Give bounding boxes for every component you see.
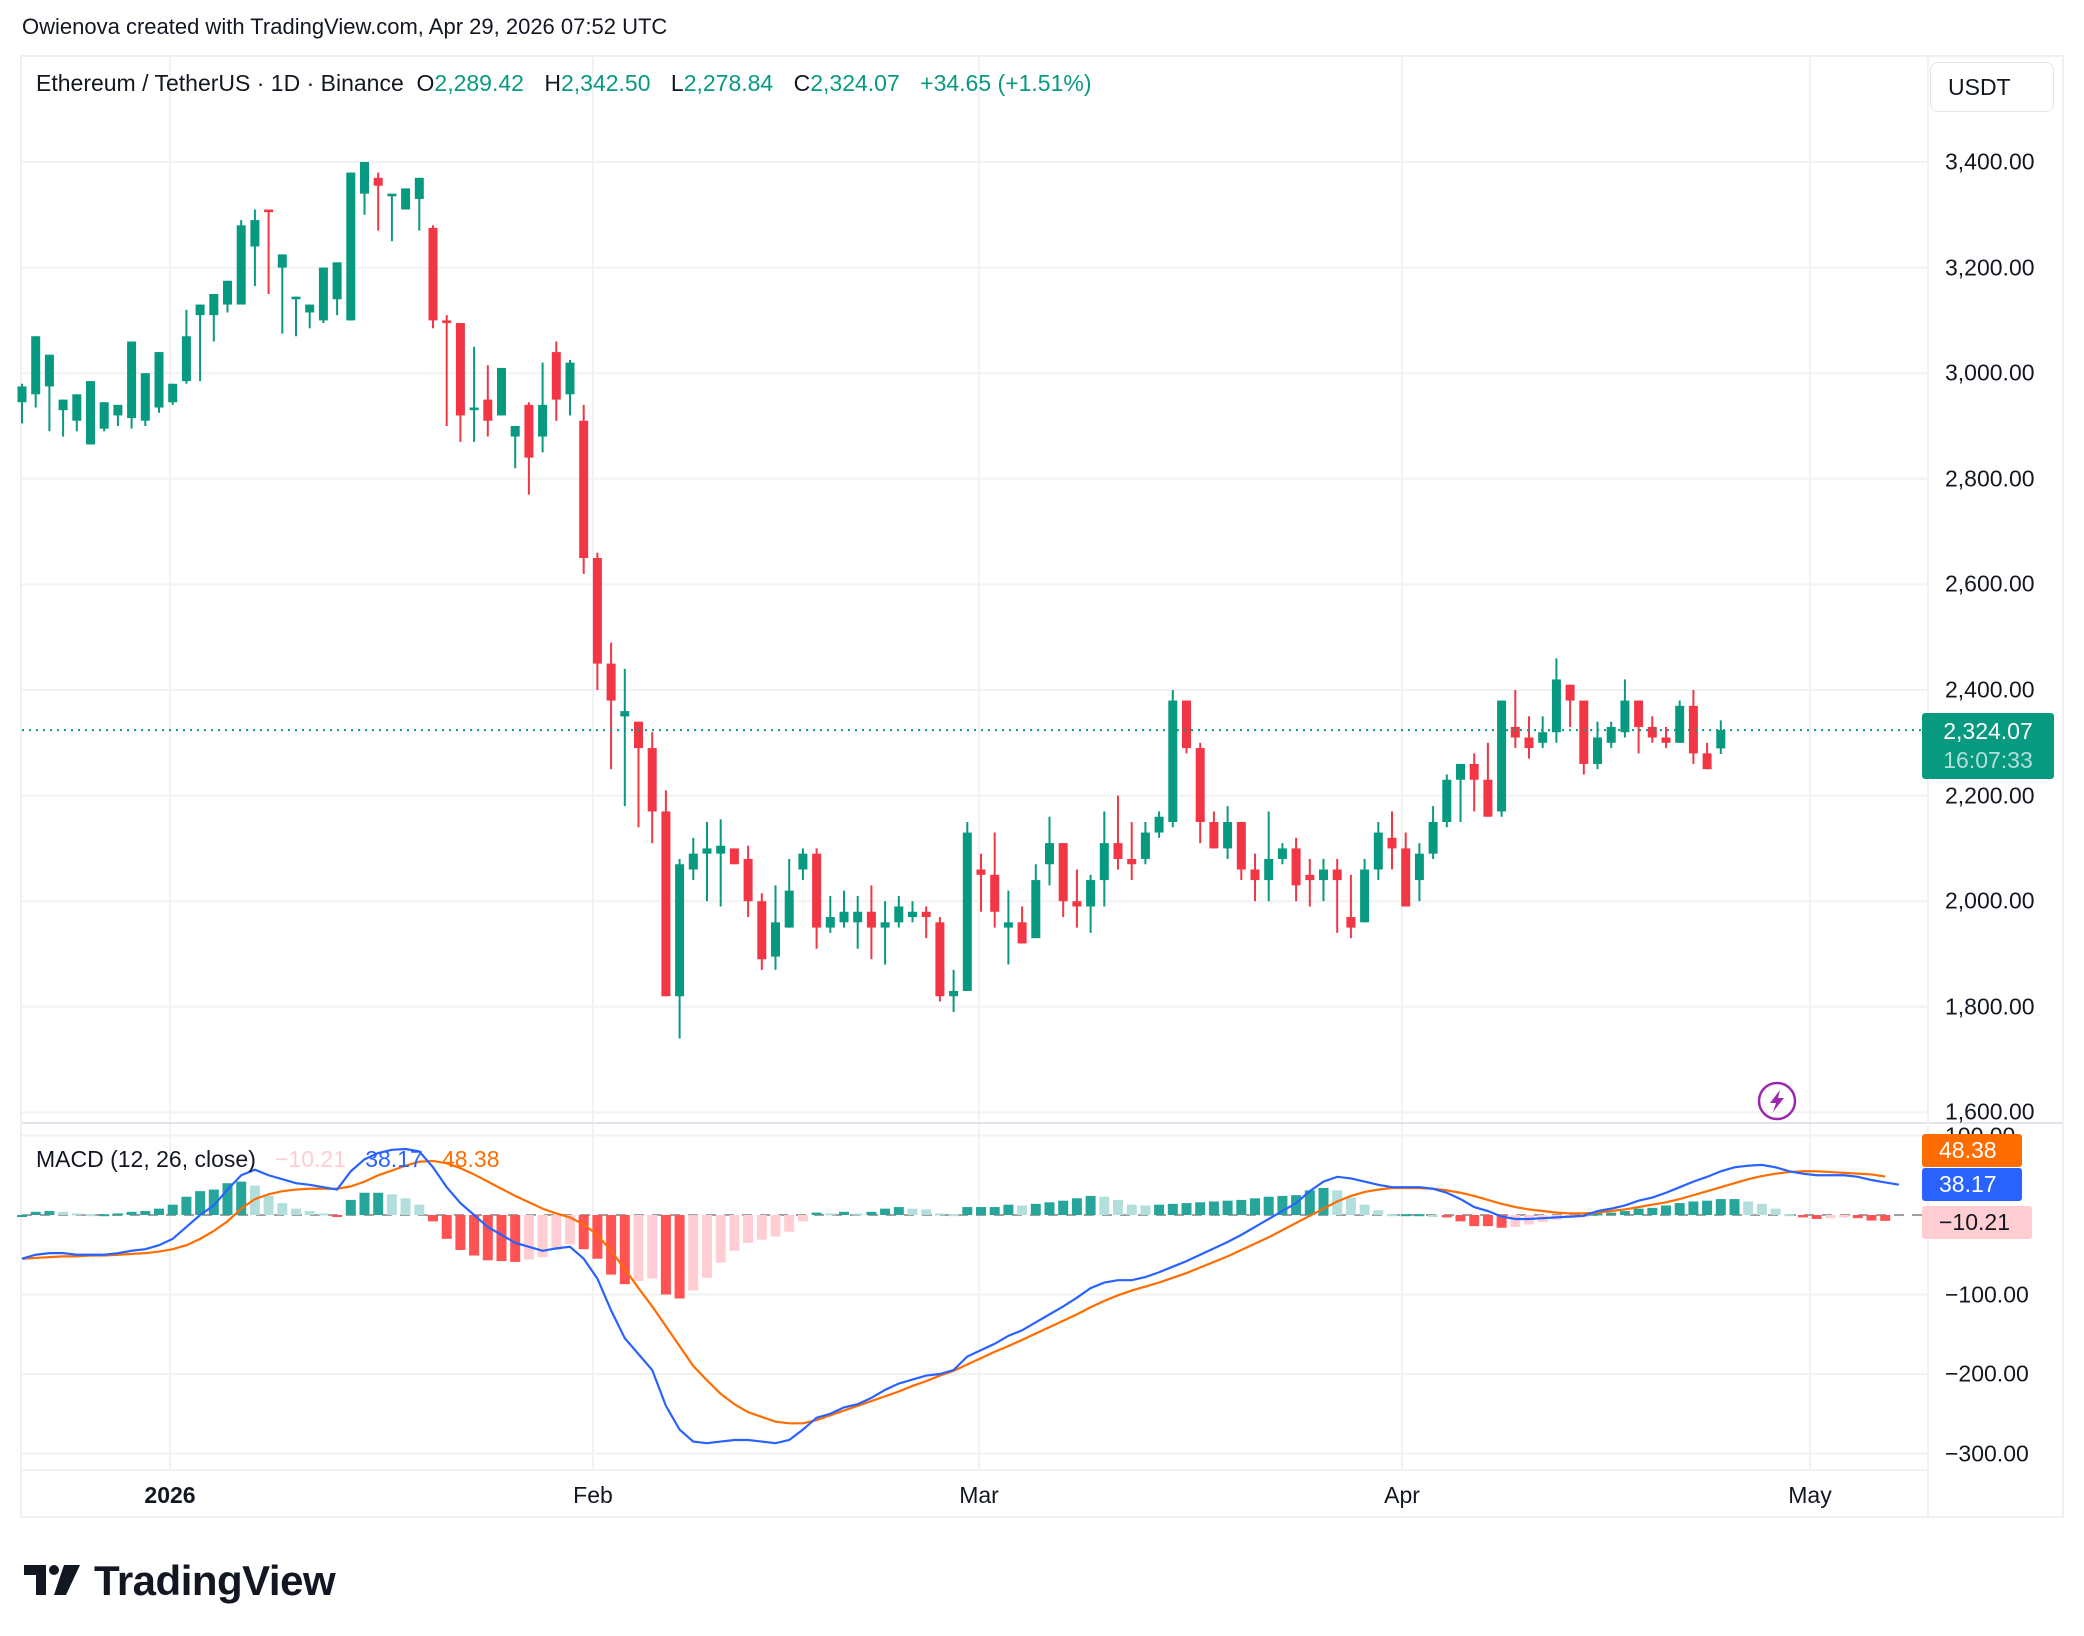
time-axis-label: May bbox=[1788, 1482, 1832, 1508]
lightning-alert-icon[interactable] bbox=[1757, 1081, 1797, 1121]
price-axis-label: 2,600.00 bbox=[1945, 570, 2035, 597]
histogram-value-tag: −10.21 bbox=[1922, 1206, 2032, 1239]
close-label: C bbox=[793, 70, 811, 96]
price-axis-label: 1,800.00 bbox=[1945, 993, 2035, 1020]
change-value: +34.65 (+1.51%) bbox=[920, 70, 1092, 96]
symbol-name[interactable]: Ethereum / TetherUS · 1D · Binance bbox=[36, 70, 404, 96]
price-axis-label: 2,800.00 bbox=[1945, 465, 2035, 492]
price-axis-label: 3,000.00 bbox=[1945, 359, 2035, 386]
high-value: 2,342.50 bbox=[560, 70, 651, 96]
price-axis-label: 3,200.00 bbox=[1945, 254, 2035, 281]
low-value: 2,278.84 bbox=[683, 70, 774, 96]
low-label: L bbox=[670, 70, 684, 96]
time-axis-label: Mar bbox=[959, 1482, 999, 1508]
open-label: O bbox=[416, 70, 435, 96]
macd-title[interactable]: MACD (12, 26, close) bbox=[36, 1146, 256, 1172]
time-axis-label: Feb bbox=[573, 1482, 613, 1508]
macd-axis-label: −200.00 bbox=[1945, 1360, 2029, 1387]
signal-value-tag: 48.38 bbox=[1922, 1134, 2022, 1167]
symbol-legend: Ethereum / TetherUS · 1D · Binance O2,28… bbox=[36, 70, 1106, 97]
macd-axis-label: −300.00 bbox=[1945, 1440, 2029, 1466]
chart-frame bbox=[20, 55, 2064, 1518]
price-axis-label: 2,400.00 bbox=[1945, 676, 2035, 703]
price-axis-label: 1,600.00 bbox=[1945, 1098, 2035, 1125]
close-value: 2,324.07 bbox=[810, 70, 900, 96]
currency-button[interactable]: USDT bbox=[1930, 62, 2054, 112]
current-price: 2,324.07 bbox=[1943, 718, 2033, 744]
macd-value-tag: 38.17 bbox=[1922, 1168, 2022, 1201]
high-label: H bbox=[544, 70, 561, 96]
macd-axis-label: −100.00 bbox=[1945, 1281, 2029, 1307]
macd-legend: MACD (12, 26, close) −10.21 38.17 48.38 bbox=[36, 1146, 500, 1173]
tradingview-logo[interactable]: TradingView bbox=[24, 1557, 336, 1604]
open-value: 2,289.42 bbox=[434, 70, 524, 96]
macd-histogram-value: −10.21 bbox=[275, 1146, 347, 1172]
bar-countdown: 16:07:33 bbox=[1943, 747, 2033, 773]
time-axis-label: 2026 bbox=[144, 1482, 196, 1508]
macd-line-value: 38.17 bbox=[365, 1146, 423, 1172]
current-price-tag: 2,324.07 16:07:33 bbox=[1922, 713, 2054, 779]
chart-caption: Owienova created with TradingView.com, A… bbox=[22, 14, 668, 39]
price-axis-label: 2,200.00 bbox=[1945, 782, 2035, 809]
price-axis-label: 2,000.00 bbox=[1945, 887, 2035, 914]
price-axis-label: 3,400.00 bbox=[1945, 148, 2035, 175]
tradingview-logo-icon bbox=[24, 1565, 80, 1595]
macd-signal-value: 48.38 bbox=[441, 1146, 500, 1172]
time-axis-label: Apr bbox=[1384, 1482, 1420, 1508]
tradingview-logo-text: TradingView bbox=[94, 1557, 336, 1604]
